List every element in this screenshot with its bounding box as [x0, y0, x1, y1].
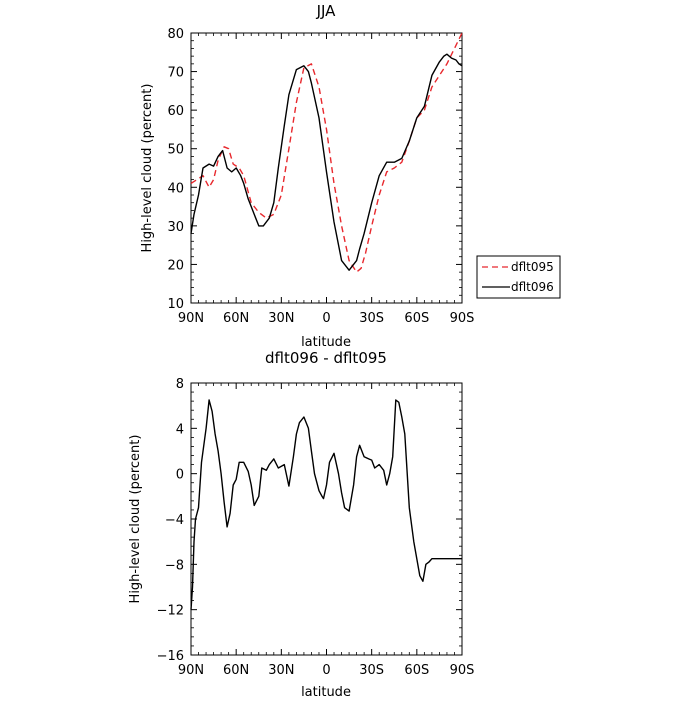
legend-label-dflt095: dflt095 [511, 260, 554, 274]
top-xtick-label: 60N [223, 311, 249, 326]
bottom-xtick-label: 60N [223, 663, 249, 678]
bottom-panel-ticks: 90N 60N 30N 0 30S 60S 90S −16 −12 −8 −4 0 4 8 [157, 377, 475, 678]
bottom-xtick-label: 90S [450, 663, 475, 678]
top-ytick-label: 60 [167, 104, 184, 119]
top-panel-ticks: 90N 60N 30N 0 30S 60S 90S 10 20 30 40 50 60 70 80 [167, 27, 474, 326]
bottom-panel-ylabel: High-level cloud (percent) [128, 435, 143, 604]
top-ytick-label: 10 [167, 297, 184, 312]
top-ytick-label: 40 [167, 181, 184, 196]
bottom-xtick-label: 90N [178, 663, 204, 678]
top-ytick-label: 80 [167, 27, 184, 42]
top-panel-legend: dflt095 dflt096 [476, 255, 561, 299]
top-series-line-dflt095 [190, 32, 463, 273]
bottom-xtick-label: 30N [268, 663, 294, 678]
top-panel: JJA 90N 60N 30N 0 30S 60S 90S1020304050607080 … [140, 2, 561, 350]
bottom-series-line-0 [190, 399, 462, 610]
bottom-panel-xlabel: latitude [301, 685, 351, 700]
top-xtick-label: 30N [268, 311, 294, 326]
top-ytick-label: 70 [167, 66, 184, 81]
top-series-line-dflt096 [190, 53, 463, 271]
bottom-ytick-label: −12 [157, 604, 184, 619]
top-panel-ylabel: High-level cloud (percent) [140, 84, 155, 253]
bottom-ytick-label: 4 [176, 422, 184, 437]
bottom-xtick-label: 60S [404, 663, 429, 678]
top-xtick-label: 60S [404, 311, 429, 326]
bottom-ytick-label: −4 [165, 513, 184, 528]
top-panel-lines [190, 32, 463, 273]
top-ytick-label: 50 [167, 143, 184, 158]
top-xtick-label: 30S [359, 311, 384, 326]
bottom-ytick-label: 0 [176, 468, 184, 483]
bottom-ytick-label: −8 [165, 558, 184, 573]
bottom-panel-title: dflt096 - dflt095 [265, 349, 387, 367]
top-xtick-label: 90S [450, 311, 475, 326]
bottom-ytick-label: 8 [176, 377, 184, 392]
top-panel-xlabel: latitude [301, 335, 351, 350]
top-ytick-label: 30 [167, 220, 184, 235]
top-ytick-label: 20 [167, 258, 184, 273]
bottom-xtick-label: 30S [359, 663, 384, 678]
top-xtick-label: 0 [322, 311, 330, 326]
bottom-panel: dflt096 - dflt095 90N 60N 30N 0 30S 60S 90S −16… [128, 349, 474, 700]
legend-label-dflt096: dflt096 [511, 280, 554, 294]
top-panel-title: JJA [316, 2, 337, 20]
bottom-ytick-label: −16 [157, 649, 184, 664]
bottom-xtick-label: 0 [322, 663, 330, 678]
top-xtick-label: 90N [178, 311, 204, 326]
bottom-panel-frame [190, 382, 463, 656]
bottom-panel-lines [190, 399, 462, 610]
legend-frame [476, 255, 561, 299]
